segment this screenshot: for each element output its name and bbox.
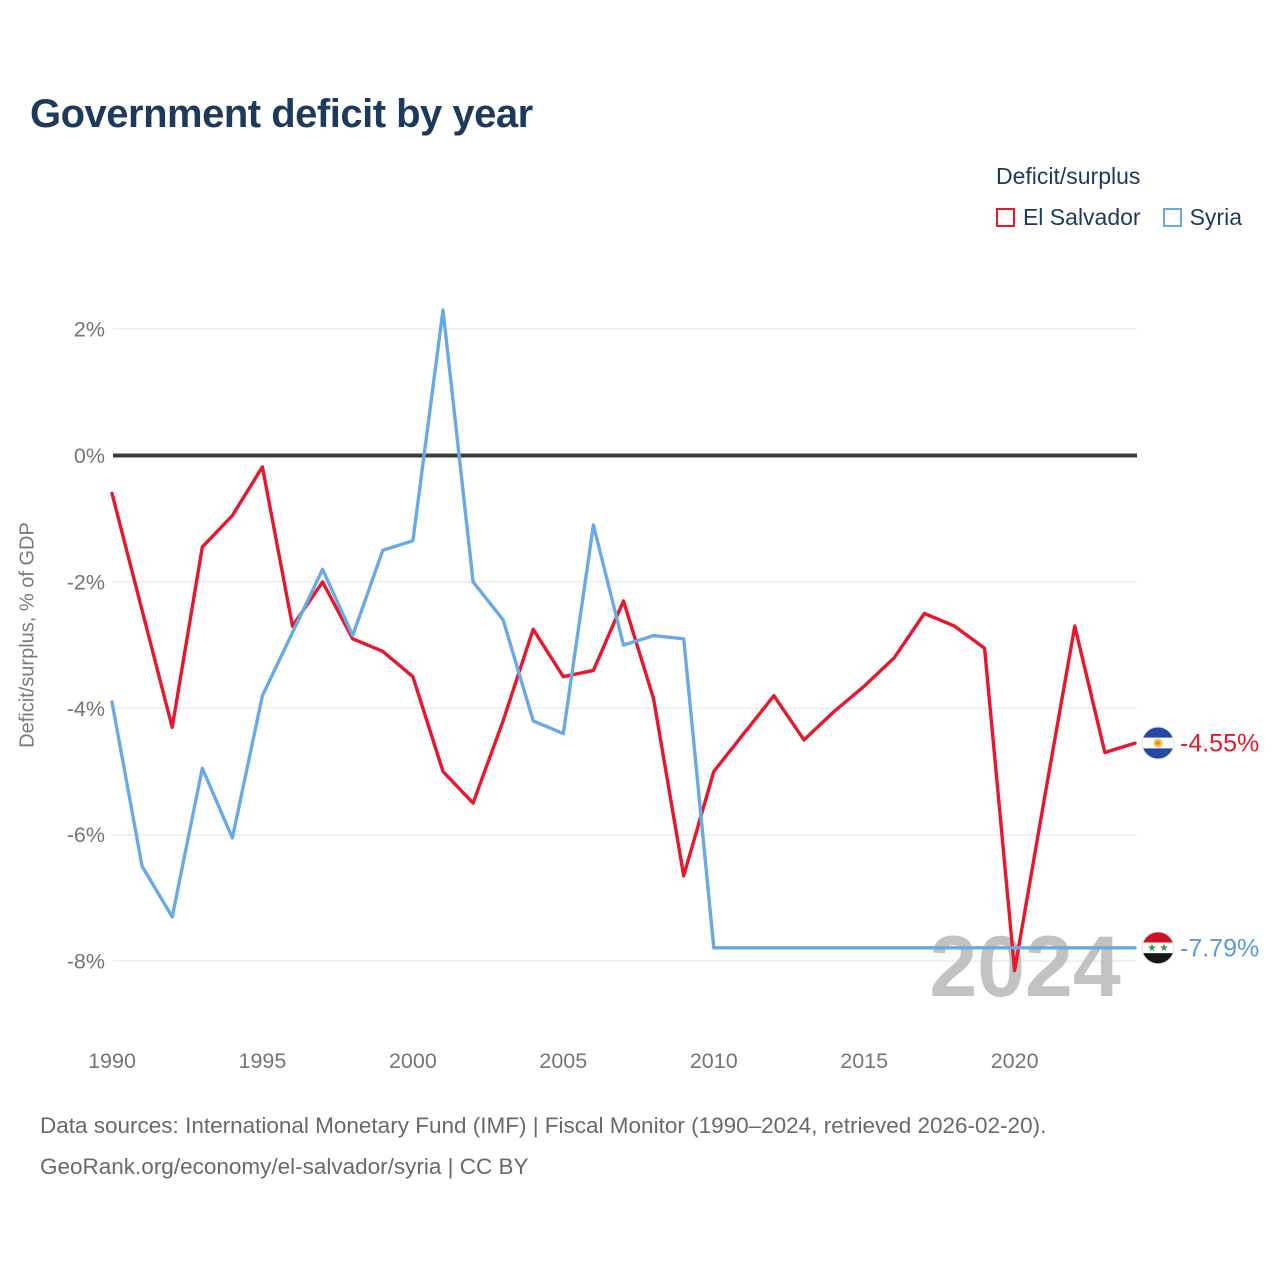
syria-line (110, 308, 1137, 950)
syria-end-value-label: -7.79% (1180, 934, 1259, 962)
legend-item-el-salvador[interactable]: El Salvador (995, 204, 1141, 231)
page-title: Government deficit by year (30, 92, 533, 136)
x-tick-label: 1990 (88, 1049, 136, 1073)
x-tick-label: 2020 (991, 1049, 1039, 1073)
el-salvador-flag-icon (1141, 726, 1175, 760)
legend: Deficit/surplus El Salvador Syria (995, 163, 1242, 231)
footer-attribution: GeoRank.org/economy/el-salvador/syria | … (40, 1153, 529, 1179)
y-tick-label: 0% (74, 444, 105, 468)
x-tick-label: 2000 (389, 1049, 437, 1073)
y-tick-label: -2% (67, 570, 105, 594)
y-tick-label: -6% (67, 823, 105, 847)
el-salvador-line (110, 465, 1137, 973)
syria-flag-icon (1141, 931, 1175, 965)
legend-label: Syria (1189, 204, 1242, 230)
y-tick-label: 2% (74, 318, 105, 342)
el-salvador-swatch-icon (995, 208, 1015, 227)
legend-title: Deficit/surplus (995, 163, 1141, 189)
legend-items: El Salvador Syria (995, 204, 1242, 231)
x-tick-label: 2010 (690, 1049, 738, 1073)
x-tick-label: 1995 (239, 1049, 287, 1073)
x-tick-label: 2005 (539, 1049, 587, 1073)
year-watermark: 2024 (929, 919, 1120, 1015)
legend-item-syria[interactable]: Syria (1162, 204, 1242, 231)
x-tick-label: 2015 (840, 1049, 888, 1073)
el-salvador-end-value-label: -4.55% (1180, 730, 1259, 758)
syria-swatch-icon (1162, 208, 1182, 227)
footer: Data sources: International Monetary Fun… (40, 1106, 1240, 1188)
footer-sources: Data sources: International Monetary Fun… (40, 1113, 1047, 1138)
y-tick-label: -4% (67, 697, 105, 721)
legend-label: El Salvador (1022, 204, 1141, 230)
y-tick-label: -8% (67, 950, 105, 974)
